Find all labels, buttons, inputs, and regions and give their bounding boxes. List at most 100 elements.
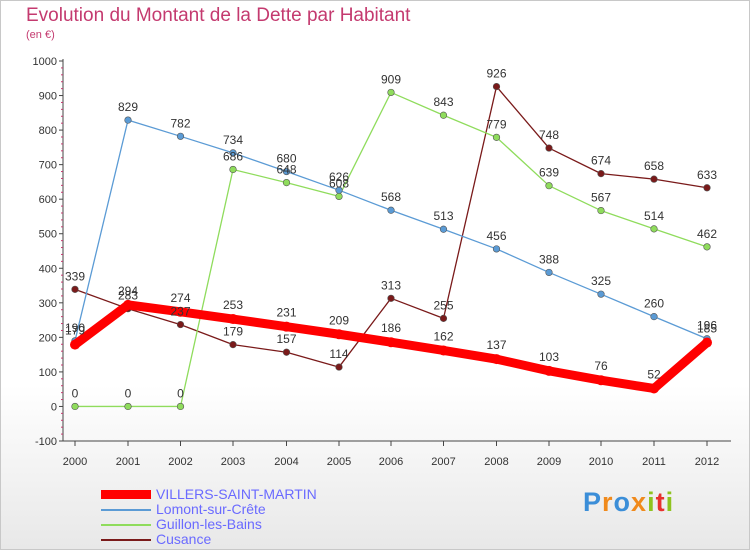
y-tick-label: 900 (39, 91, 57, 103)
data-point (492, 133, 501, 141)
x-tick-label: 2007 (431, 456, 455, 468)
chart-title: Evolution du Montant de la Dette par Hab… (26, 5, 411, 26)
x-tick-label: 2005 (327, 456, 351, 468)
y-tick-label: 300 (39, 298, 57, 310)
data-point (703, 243, 711, 251)
data-label: 103 (539, 350, 559, 364)
chart-axes: -100010020030040050060070080090010002000… (33, 56, 731, 468)
data-point (229, 341, 237, 349)
data-point (175, 306, 186, 317)
y-tick-label: 400 (39, 263, 57, 275)
data-point (597, 290, 605, 298)
data-label: 325 (591, 274, 611, 288)
data-label: 748 (539, 128, 559, 142)
data-label: 209 (329, 313, 349, 327)
x-tick-label: 2002 (168, 456, 192, 468)
y-tick-label: 200 (39, 332, 57, 344)
data-label: 568 (381, 190, 401, 204)
data-point (387, 294, 395, 302)
y-tick-label: 0 (51, 401, 57, 413)
data-label: 283 (118, 289, 138, 303)
x-tick-label: 2009 (537, 456, 561, 468)
y-tick-label: -100 (35, 436, 57, 448)
data-point (335, 192, 343, 201)
data-label: 909 (381, 72, 401, 86)
data-label: 567 (591, 191, 611, 205)
data-label: 260 (644, 297, 664, 311)
data-label: 339 (65, 269, 85, 283)
y-tick-label: 1000 (33, 56, 57, 68)
data-point (176, 402, 185, 411)
legend-swatch (101, 490, 151, 499)
data-label: 648 (276, 163, 296, 177)
data-label: 179 (65, 324, 85, 338)
data-point (545, 268, 553, 277)
data-labels-layer: 179 294 274 253 231 209 186 162 137 103 76 52 185 190… (65, 67, 717, 401)
data-point (438, 345, 449, 356)
data-point (335, 186, 343, 194)
data-point (176, 132, 185, 140)
data-point (387, 88, 395, 97)
data-point (439, 111, 448, 119)
data-label: 674 (591, 154, 611, 168)
data-label: 633 (697, 168, 717, 182)
x-tick-label: 2003 (221, 456, 245, 468)
data-point (71, 402, 79, 411)
series-2 (71, 88, 711, 411)
data-point (282, 179, 291, 187)
data-point (70, 339, 80, 350)
data-label: 313 (381, 278, 401, 292)
data-point (282, 167, 291, 176)
data-point (649, 383, 659, 394)
legend-label: VILLERS-SAINT-MARTIN (156, 486, 317, 502)
data-point (491, 354, 502, 365)
data-label: 255 (433, 298, 453, 312)
data-label: 829 (118, 100, 138, 114)
series-1 (71, 116, 711, 345)
data-point (545, 144, 553, 152)
data-label: 0 (72, 386, 79, 400)
data-point (597, 206, 605, 215)
data-point (281, 321, 292, 332)
legend-swatch (101, 508, 151, 511)
data-point (229, 149, 237, 157)
data-label: 114 (329, 347, 348, 361)
data-point (439, 314, 448, 322)
data-label: 779 (486, 117, 506, 131)
data-point (124, 402, 132, 411)
data-point (229, 165, 237, 174)
x-tick-label: 2000 (63, 456, 87, 468)
data-label: 626 (329, 170, 349, 184)
data-label: 162 (433, 329, 453, 343)
data-label: 157 (276, 332, 296, 346)
data-point (335, 363, 343, 371)
data-label: 926 (486, 67, 506, 81)
data-point (545, 182, 553, 190)
line-chart: -100010020030040050060070080090010002000… (33, 56, 731, 468)
data-label: 179 (223, 325, 243, 339)
legend-swatch (101, 538, 151, 541)
data-point (492, 82, 501, 91)
chart-subtitle: (en €) (26, 29, 55, 41)
y-tick-label: 500 (39, 229, 57, 241)
data-label: 658 (644, 159, 664, 173)
data-label: 237 (170, 305, 190, 319)
data-label: 196 (697, 319, 717, 333)
data-label: 686 (223, 149, 243, 163)
series-0 (70, 299, 712, 394)
logo-letter: x (631, 487, 648, 517)
data-label: 843 (433, 95, 453, 109)
legend-label: Guillon-les-Bains (156, 516, 262, 532)
data-point (492, 245, 501, 253)
data-label: 274 (170, 291, 190, 305)
logo-letter: t (655, 487, 666, 517)
y-tick-label: 800 (39, 125, 57, 137)
data-point (596, 375, 606, 386)
x-tick-label: 2001 (116, 456, 140, 468)
data-point (439, 225, 448, 233)
legend-label: Cusance (156, 531, 212, 547)
data-label: 456 (486, 229, 506, 243)
data-point (386, 337, 396, 348)
data-label: 639 (539, 166, 559, 180)
